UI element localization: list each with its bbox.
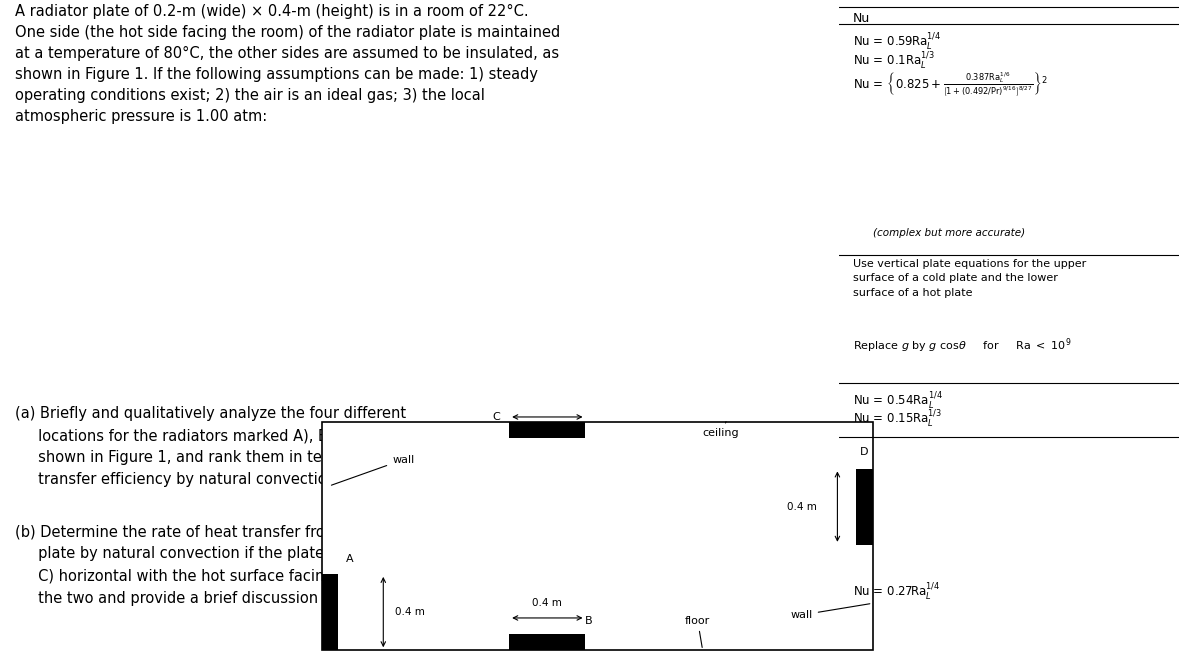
Text: Replace $g$ by $g$ cos$\theta$     for     Ra $<$ 10$^9$: Replace $g$ by $g$ cos$\theta$ for Ra $<… [854, 336, 1072, 355]
Text: wall: wall [791, 603, 870, 620]
Bar [856, 468, 872, 545]
Text: wall: wall [331, 455, 414, 485]
Text: Nu = 0.1Ra$_L^{1/3}$: Nu = 0.1Ra$_L^{1/3}$ [854, 50, 935, 71]
Text: Use vertical plate equations for the upper
surface of a cold plate and the lower: Use vertical plate equations for the upp… [854, 259, 1086, 298]
Text: Nu = 0.15Ra$_L^{1/3}$: Nu = 0.15Ra$_L^{1/3}$ [854, 408, 942, 429]
Text: A radiator plate of 0.2-m (wide) × 0.4-m (height) is in a room of 22°C.
One side: A radiator plate of 0.2-m (wide) × 0.4-m… [14, 4, 560, 124]
Text: Nu = $\left\{0.825+\frac{0.387\mathrm{Ra}_L^{1/6}}{\left[1+(0.492/\mathrm{Pr})^{: Nu = $\left\{0.825+\frac{0.387\mathrm{Ra… [854, 71, 1048, 99]
Text: floor: floor [685, 616, 710, 647]
Text: Nu: Nu [854, 12, 870, 25]
Text: 0.4 m: 0.4 m [533, 598, 562, 608]
Bar [509, 634, 586, 650]
Text: ceiling: ceiling [703, 421, 739, 438]
Bar [509, 421, 586, 438]
Text: (complex but more accurate): (complex but more accurate) [874, 228, 1026, 239]
Text: B: B [585, 616, 592, 626]
Text: 0.4 m: 0.4 m [395, 607, 424, 617]
Text: (a) Briefly and qualitatively analyze the four different
     locations for the : (a) Briefly and qualitatively analyze th… [14, 406, 437, 487]
Text: C: C [493, 412, 500, 422]
Text: D: D [861, 447, 869, 457]
Text: 0.4 m: 0.4 m [533, 425, 562, 435]
Text: Nu = 0.59Ra$_L^{1/4}$: Nu = 0.59Ra$_L^{1/4}$ [854, 32, 942, 52]
Bar [322, 574, 338, 650]
Text: Nu = 0.27Ra$_L^{1/4}$: Nu = 0.27Ra$_L^{1/4}$ [854, 581, 941, 602]
Text: (b) Determine the rate of heat transfer from the radiator
     plate by natural : (b) Determine the rate of heat transfer … [14, 524, 453, 605]
Text: Nu = 0.54Ra$_L^{1/4}$: Nu = 0.54Ra$_L^{1/4}$ [854, 390, 943, 411]
Text: A: A [347, 554, 354, 564]
Text: 0.4 m: 0.4 m [788, 501, 817, 511]
